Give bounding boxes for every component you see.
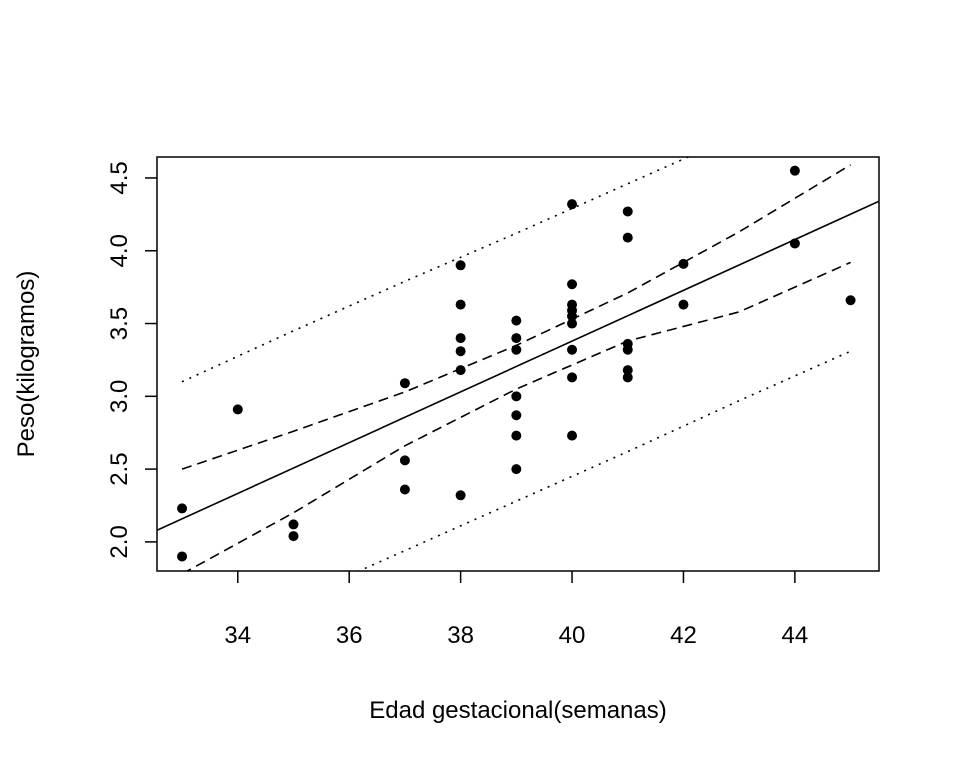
data-point	[511, 315, 522, 326]
data-point	[622, 232, 633, 243]
data-point	[622, 365, 633, 376]
data-point	[567, 279, 578, 290]
y-tick-label: 3.0	[106, 380, 133, 413]
x-tick-label: 44	[782, 622, 809, 649]
data-point	[567, 318, 578, 329]
data-point	[455, 299, 466, 310]
data-point	[511, 464, 522, 475]
data-point	[455, 365, 466, 376]
y-tick-label: 2.0	[106, 525, 133, 558]
dashed-line	[181, 164, 852, 470]
data-point	[622, 372, 633, 383]
data-point	[567, 372, 578, 383]
data-point	[567, 430, 578, 441]
data-point	[567, 199, 578, 210]
data-point	[678, 299, 689, 310]
x-tick-label: 40	[559, 622, 586, 649]
plot-frame	[156, 156, 880, 572]
data-point	[789, 165, 800, 176]
data-point	[177, 503, 188, 514]
x-tick-label: 42	[670, 622, 697, 649]
data-point	[622, 206, 633, 217]
data-point	[399, 484, 410, 495]
data-point	[567, 344, 578, 355]
y-tick-label: 3.5	[106, 307, 133, 340]
x-tick-label: 36	[336, 622, 363, 649]
data-point	[511, 391, 522, 402]
solid-line	[157, 200, 879, 531]
data-point	[399, 455, 410, 466]
data-point	[399, 378, 410, 389]
data-point	[511, 410, 522, 421]
data-point	[288, 531, 299, 542]
data-point	[511, 333, 522, 344]
data-point	[622, 344, 633, 355]
y-tick-label: 2.5	[106, 452, 133, 485]
data-point	[455, 260, 466, 271]
data-point	[455, 333, 466, 344]
data-point	[845, 295, 856, 306]
data-point	[288, 519, 299, 530]
x-axis-label: Edad gestacional(semanas)	[369, 697, 667, 724]
y-tick-label: 4.5	[106, 161, 133, 194]
plot-area	[157, 157, 879, 571]
data-point	[511, 430, 522, 441]
y-axis-label: Peso(kilogramos)	[13, 271, 40, 458]
data-point	[232, 404, 243, 415]
data-point	[455, 490, 466, 501]
data-point	[455, 346, 466, 357]
y-tick-label: 4.0	[106, 234, 133, 267]
x-tick-label: 34	[224, 622, 251, 649]
x-tick-label: 38	[447, 622, 474, 649]
data-point	[177, 551, 188, 562]
